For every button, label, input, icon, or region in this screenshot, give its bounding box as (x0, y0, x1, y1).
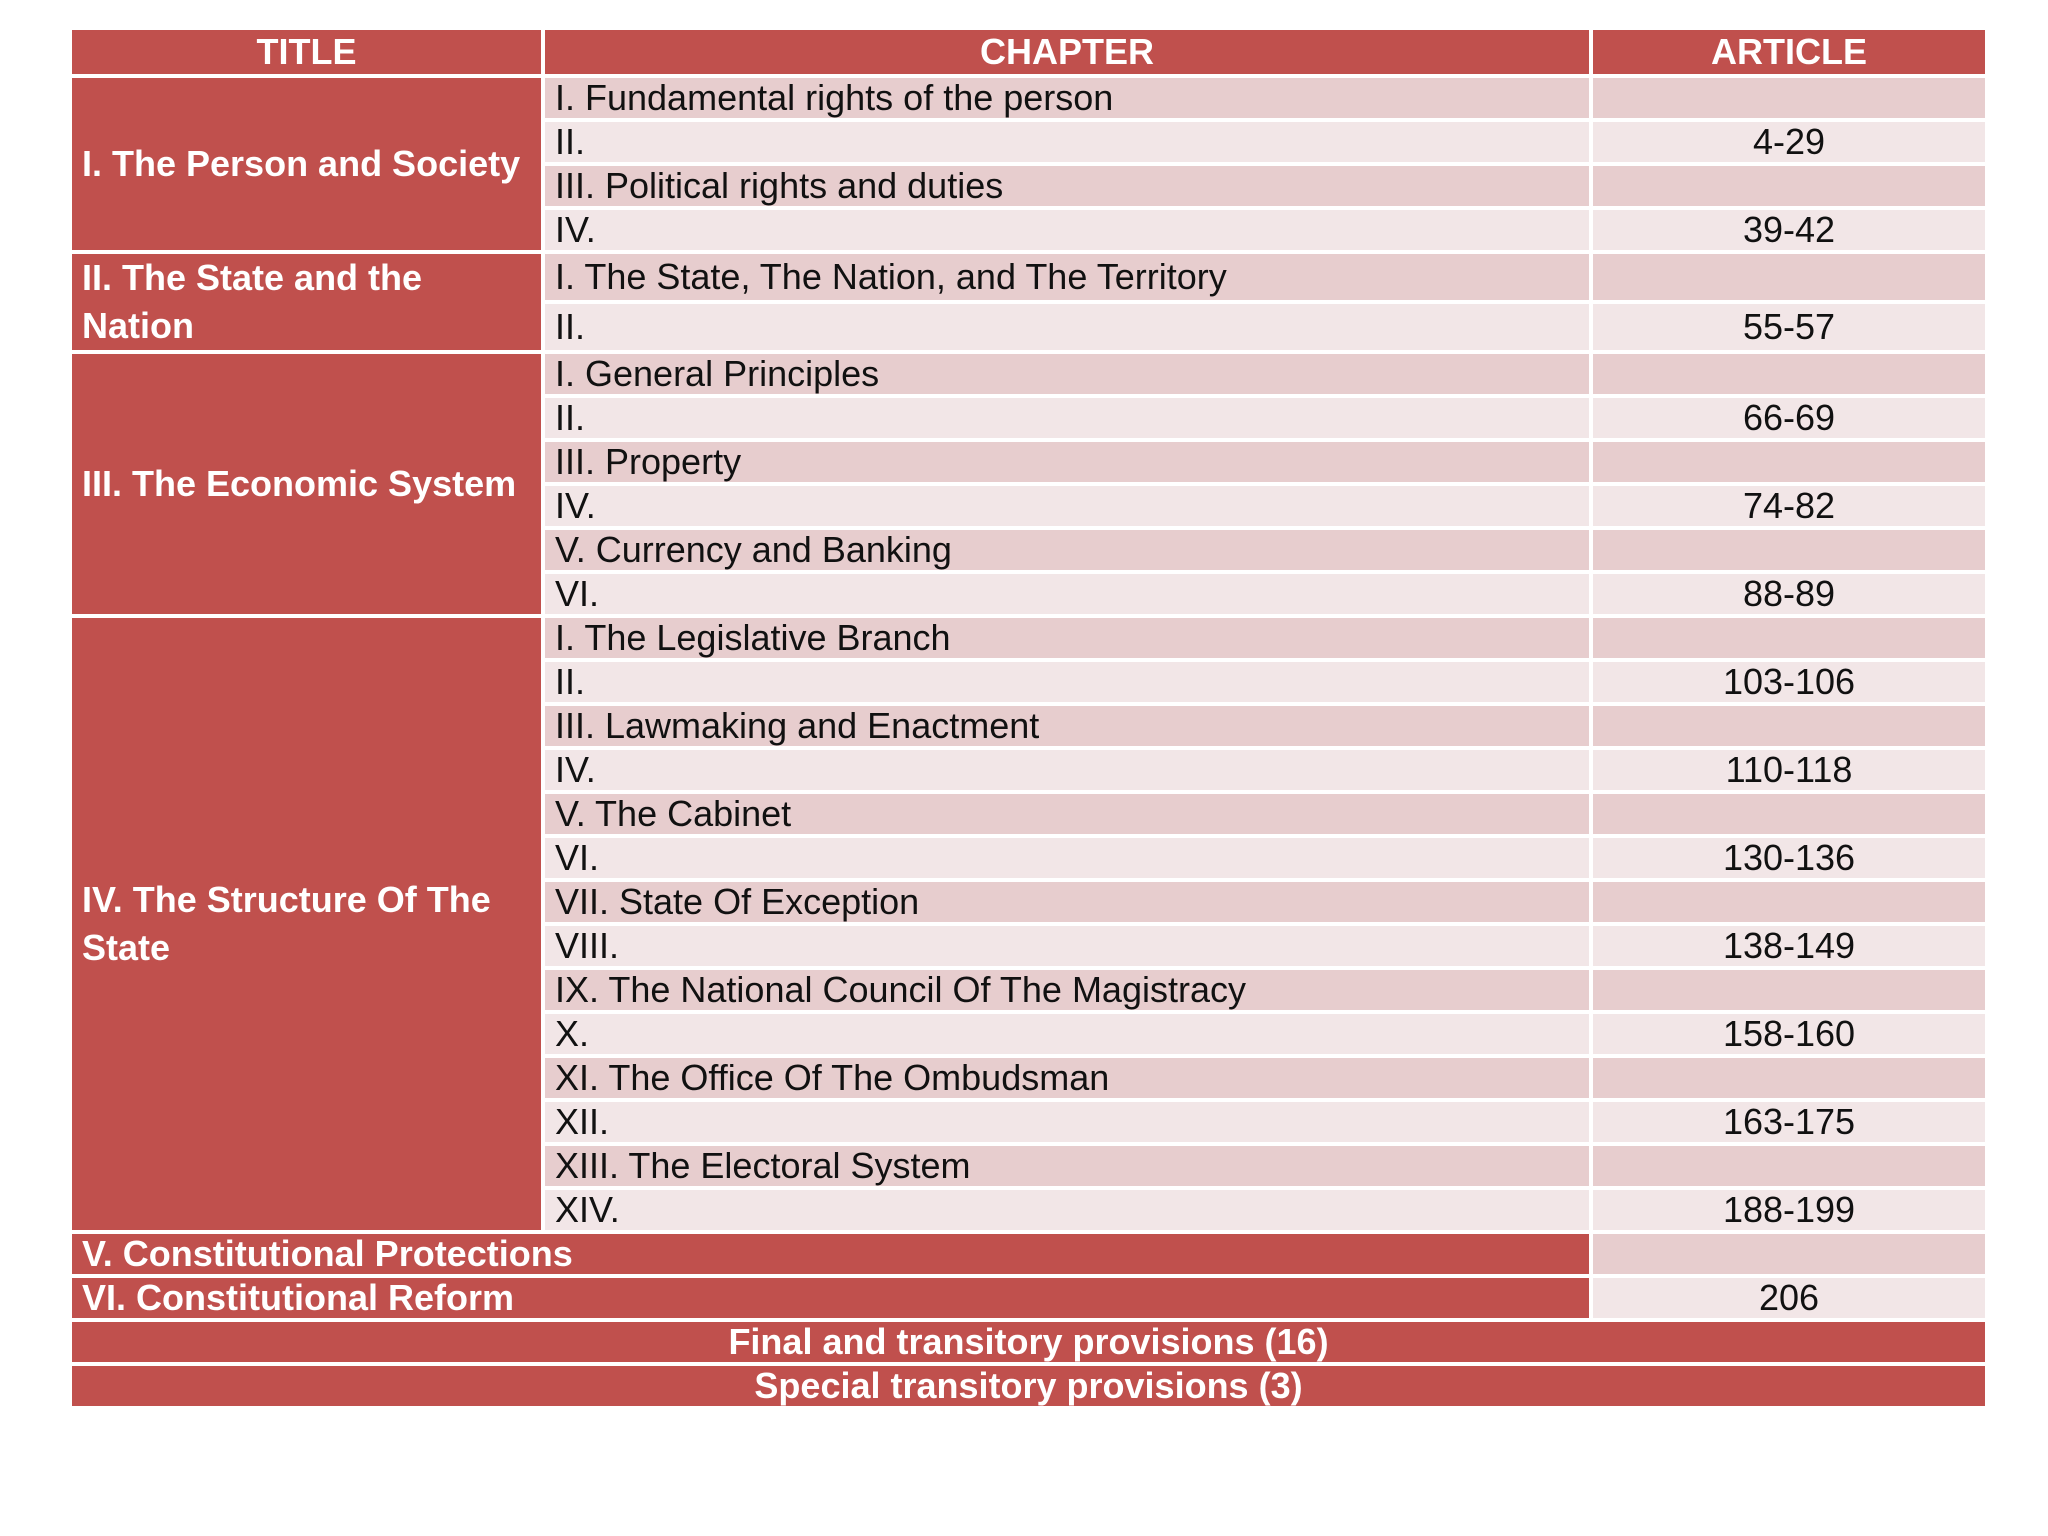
provisions-banner: Final and transitory provisions (16) (68, 1318, 1989, 1366)
header-title: TITLE (68, 26, 545, 78)
article-cell (1589, 1142, 1989, 1190)
header-row: TITLE CHAPTER ARTICLE (68, 26, 1989, 78)
title-cell: V. Constitutional Protections (68, 1230, 1593, 1278)
table-row: IV. The Structure Of The State I. The Leg… (68, 614, 1989, 1234)
chapter-cell: IV. (541, 482, 1593, 530)
article-cell: 130-136 (1589, 834, 1989, 882)
table-row: V. The Cabinet (70, 790, 1989, 838)
header-article: ARTICLE (1589, 26, 1989, 78)
table-row: III. Property (70, 438, 1989, 486)
article-cell: 66-69 (1589, 394, 1989, 442)
title-cell: VI. Constitutional Reform (68, 1274, 1593, 1322)
article-cell (1589, 966, 1989, 1014)
table-row: IV. 74-82 (70, 482, 1989, 530)
chapter-cell: II. (541, 300, 1593, 354)
article-cell: 55-57 (1589, 300, 1989, 354)
table-row: II. 66-69 (70, 394, 1989, 442)
chapter-cell: XIV. (541, 1186, 1593, 1234)
title-cell: IV. The Structure Of The State (68, 614, 545, 1234)
chapter-cell: III. Political rights and duties (541, 162, 1593, 210)
table-row: VIII. 138-149 (70, 922, 1989, 970)
table-row: XIII. The Electoral System (70, 1142, 1989, 1190)
table-row: XIV. 188-199 (70, 1186, 1989, 1234)
chapter-cell: V. The Cabinet (541, 790, 1593, 838)
table-row: VII. State Of Exception (70, 878, 1989, 926)
table-row: IV. 110-118 (70, 746, 1989, 794)
article-cell: 39-42 (1589, 206, 1989, 254)
table-row: II. The State and the Nation I. The State… (68, 250, 1989, 354)
table-row: II. 4-29 (70, 118, 1989, 166)
chapter-cell: II. (541, 394, 1593, 442)
article-cell: 158-160 (1589, 1010, 1989, 1058)
chapter-cell: III. Property (541, 438, 1593, 486)
article-cell (1589, 526, 1989, 574)
chapter-cell: VI. (541, 570, 1593, 618)
table-row: IV. 39-42 (70, 206, 1989, 254)
article-cell: 74-82 (1589, 482, 1989, 530)
article-cell: 163-175 (1589, 1098, 1989, 1146)
table-row: XII. 163-175 (70, 1098, 1989, 1146)
table-row: VI. Constitutional Reform 206 (68, 1274, 1989, 1322)
chapter-cell: I. General Principles (541, 350, 1593, 398)
constitution-structure-table: TITLE CHAPTER ARTICLE I. The Person and … (68, 26, 1989, 1410)
chapter-cell: IX. The National Council Of The Magistra… (541, 966, 1593, 1014)
table-row: I. The Person and Society I. Fundamental … (68, 74, 1989, 254)
chapter-cell: I. Fundamental rights of the person (541, 74, 1593, 122)
chapter-cell: I. The Legislative Branch (541, 614, 1593, 662)
chapter-cell: X. (541, 1010, 1593, 1058)
table-row: VI. 88-89 (70, 570, 1989, 618)
title-cell: III. The Economic System (68, 350, 545, 618)
table-row: X. 158-160 (70, 1010, 1989, 1058)
table-row: V. Constitutional Protections (68, 1230, 1989, 1278)
title-cell: I. The Person and Society (68, 74, 545, 254)
article-cell: 88-89 (1589, 570, 1989, 618)
banner-row: Special transitory provisions (3) (68, 1362, 1989, 1410)
table-row: V. Currency and Banking (70, 526, 1989, 574)
chapter-cell: VIII. (541, 922, 1593, 970)
article-cell: 138-149 (1589, 922, 1989, 970)
table-row: III. Political rights and duties (70, 162, 1989, 210)
article-cell (1589, 702, 1989, 750)
article-cell: 4-29 (1589, 118, 1989, 166)
chapter-cell: II. (541, 118, 1593, 166)
article-cell (1589, 250, 1989, 304)
article-cell: 206 (1589, 1274, 1989, 1322)
article-cell: 103-106 (1589, 658, 1989, 706)
article-cell (1589, 878, 1989, 926)
chapter-cell: V. Currency and Banking (541, 526, 1593, 574)
table-row: III. Lawmaking and Enactment (70, 702, 1989, 750)
table-row: VI. 130-136 (70, 834, 1989, 882)
table-row: II. 103-106 (70, 658, 1989, 706)
article-cell: 110-118 (1589, 746, 1989, 794)
article-cell (1589, 1054, 1989, 1102)
provisions-banner: Special transitory provisions (3) (68, 1362, 1989, 1410)
chapter-cell: I. The State, The Nation, and The Territ… (541, 250, 1593, 304)
chapter-cell: III. Lawmaking and Enactment (541, 702, 1593, 750)
chapter-cell: II. (541, 658, 1593, 706)
chapter-cell: IV. (541, 746, 1593, 794)
table-row: XI. The Office Of The Ombudsman (70, 1054, 1989, 1102)
article-cell (1589, 162, 1989, 210)
banner-row: Final and transitory provisions (16) (68, 1318, 1989, 1366)
article-cell (1589, 74, 1989, 122)
table-row: II. 55-57 (70, 300, 1989, 354)
article-cell (1589, 438, 1989, 486)
chapter-cell: IV. (541, 206, 1593, 254)
table-row: IX. The National Council Of The Magistra… (70, 966, 1989, 1014)
chapter-cell: XIII. The Electoral System (541, 1142, 1593, 1190)
chapter-cell: XII. (541, 1098, 1593, 1146)
table-row: III. The Economic System I. General Princ… (68, 350, 1989, 618)
title-cell: II. The State and the Nation (68, 250, 545, 354)
header-chapter: CHAPTER (541, 26, 1593, 78)
article-cell (1589, 790, 1989, 838)
article-cell (1589, 614, 1989, 662)
chapter-cell: VI. (541, 834, 1593, 882)
article-cell (1589, 350, 1989, 398)
article-cell (1589, 1230, 1989, 1278)
chapter-cell: XI. The Office Of The Ombudsman (541, 1054, 1593, 1102)
table-body: I. The Person and Society I. Fundamental … (68, 74, 1989, 1410)
chapter-cell: VII. State Of Exception (541, 878, 1593, 926)
article-cell: 188-199 (1589, 1186, 1989, 1234)
